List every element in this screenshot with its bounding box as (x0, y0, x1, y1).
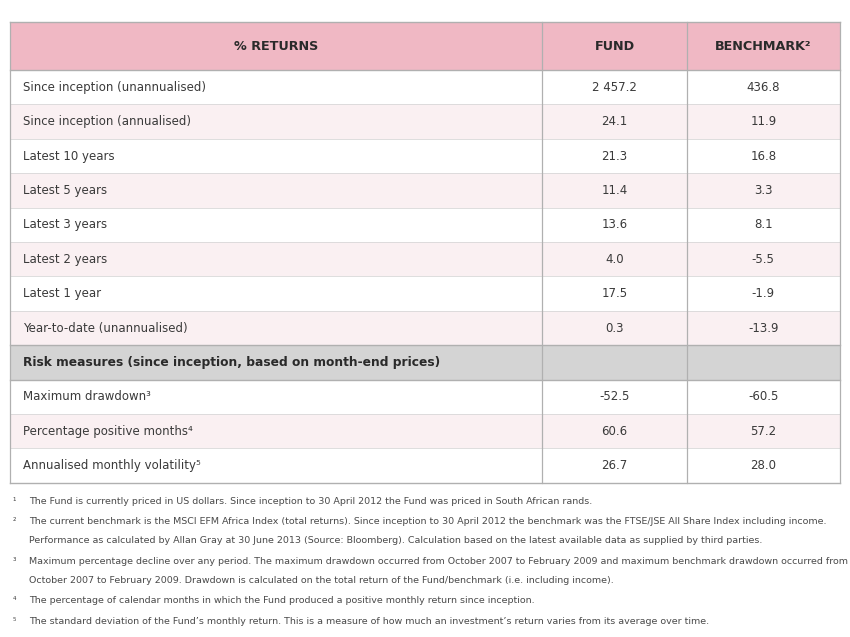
Text: 57.2: 57.2 (751, 425, 776, 438)
Text: 2 457.2: 2 457.2 (592, 81, 637, 94)
Text: The percentage of calendar months in which the Fund produced a positive monthly : The percentage of calendar months in whi… (29, 596, 535, 605)
Text: 16.8: 16.8 (751, 150, 776, 162)
Text: 436.8: 436.8 (746, 81, 780, 94)
Bar (10, 276, 840, 311)
Text: 28.0: 28.0 (751, 459, 776, 472)
Text: Latest 1 year: Latest 1 year (23, 287, 101, 300)
Bar (10, 139, 840, 173)
Text: The standard deviation of the Fund’s monthly return. This is a measure of how mu: The standard deviation of the Fund’s mon… (29, 617, 709, 626)
Text: The current benchmark is the MSCI EFM Africa Index (total returns). Since incept: The current benchmark is the MSCI EFM Af… (29, 517, 826, 526)
Text: Latest 2 years: Latest 2 years (23, 253, 107, 266)
Text: 17.5: 17.5 (602, 287, 627, 300)
Bar (10, 70, 840, 104)
Text: Maximum drawdown³: Maximum drawdown³ (23, 390, 150, 403)
Text: -13.9: -13.9 (748, 322, 779, 334)
Text: FUND: FUND (594, 39, 635, 53)
Text: 11.9: 11.9 (751, 115, 776, 128)
Text: -60.5: -60.5 (748, 390, 779, 403)
Text: Performance as calculated by Allan Gray at 30 June 2013 (Source: Bloomberg). Cal: Performance as calculated by Allan Gray … (29, 536, 762, 545)
Text: -1.9: -1.9 (751, 287, 775, 300)
Text: -5.5: -5.5 (752, 253, 774, 266)
Text: 0.3: 0.3 (605, 322, 624, 334)
Bar (10, 380, 840, 414)
Bar (10, 22, 840, 70)
Text: 26.7: 26.7 (602, 459, 627, 472)
Bar (10, 345, 840, 380)
Bar (10, 173, 840, 208)
Text: Since inception (unannualised): Since inception (unannualised) (23, 81, 206, 94)
Bar (10, 448, 840, 483)
Text: Latest 3 years: Latest 3 years (23, 218, 107, 231)
Bar (10, 242, 840, 276)
Text: 8.1: 8.1 (754, 218, 773, 231)
Bar (10, 414, 840, 448)
Text: ¹: ¹ (13, 497, 16, 506)
Bar (10, 208, 840, 242)
Text: The Fund is currently priced in US dollars. Since inception to 30 April 2012 the: The Fund is currently priced in US dolla… (29, 497, 592, 506)
Text: Since inception (annualised): Since inception (annualised) (23, 115, 191, 128)
Text: ⁴: ⁴ (13, 596, 16, 605)
Text: Risk measures (since inception, based on month-end prices): Risk measures (since inception, based on… (23, 356, 440, 369)
Text: 24.1: 24.1 (602, 115, 627, 128)
Text: Latest 5 years: Latest 5 years (23, 184, 107, 197)
Text: October 2007 to February 2009. Drawdown is calculated on the total return of the: October 2007 to February 2009. Drawdown … (29, 576, 614, 585)
Text: Percentage positive months⁴: Percentage positive months⁴ (23, 425, 193, 438)
Text: 60.6: 60.6 (602, 425, 627, 438)
Text: Latest 10 years: Latest 10 years (23, 150, 115, 162)
Text: 11.4: 11.4 (602, 184, 627, 197)
Bar (10, 311, 840, 345)
Text: 4.0: 4.0 (605, 253, 624, 266)
Text: Maximum percentage decline over any period. The maximum drawdown occurred from O: Maximum percentage decline over any peri… (29, 557, 848, 566)
Text: ⁵: ⁵ (13, 617, 16, 626)
Text: ³: ³ (13, 557, 16, 566)
Text: % RETURNS: % RETURNS (234, 39, 319, 53)
Text: -52.5: -52.5 (599, 390, 630, 403)
Text: 21.3: 21.3 (602, 150, 627, 162)
Text: Annualised monthly volatility⁵: Annualised monthly volatility⁵ (23, 459, 201, 472)
Text: Year-to-date (unannualised): Year-to-date (unannualised) (23, 322, 188, 334)
Text: BENCHMARK²: BENCHMARK² (715, 39, 812, 53)
Bar (10, 104, 840, 139)
Text: 3.3: 3.3 (754, 184, 773, 197)
Text: 13.6: 13.6 (602, 218, 627, 231)
Text: ²: ² (13, 517, 16, 526)
